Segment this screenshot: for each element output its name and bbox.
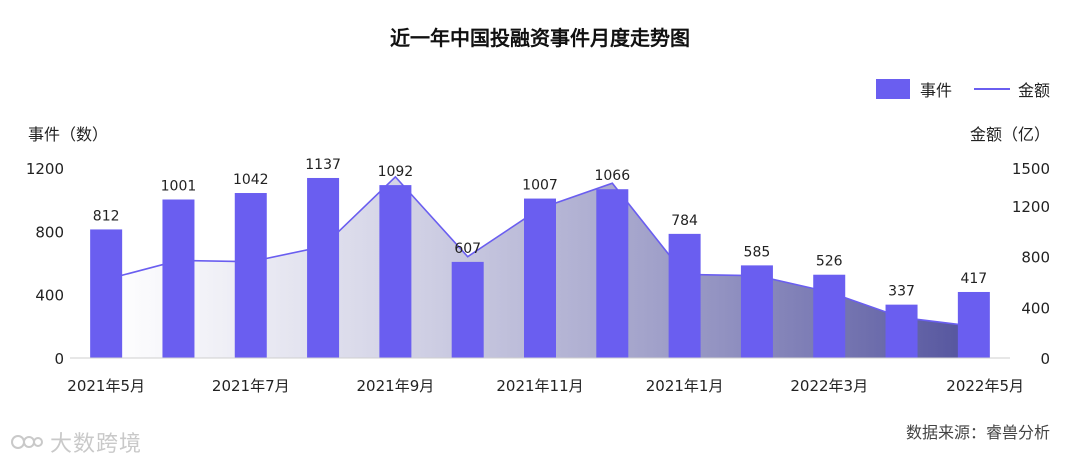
event-bar-label-2: 1001 bbox=[161, 179, 197, 195]
event-bar-label-11: 526 bbox=[816, 254, 843, 270]
event-bar-label-10: 585 bbox=[744, 244, 771, 260]
watermark: 大数跨境 bbox=[10, 426, 142, 458]
x-tick-label-11: 2022年3月 bbox=[790, 377, 868, 395]
x-tick-label-9: 2021年1月 bbox=[646, 377, 724, 395]
event-bar-12 bbox=[885, 304, 918, 358]
legend: 事件 金额 bbox=[875, 77, 1050, 101]
y-right-tick-400: 400 bbox=[1021, 299, 1050, 317]
bar-labels-layer: 812 1001 1042 1137 1092 607 1007 1066 784 585 526 3… bbox=[93, 157, 987, 300]
y-left-tick-1200: 1200 bbox=[26, 160, 64, 178]
y-axis-left-title: 事件（数） bbox=[28, 125, 109, 144]
legend-bar-label: 事件 bbox=[919, 81, 952, 100]
event-bar-label-5: 1092 bbox=[378, 164, 414, 180]
event-bar-label-13: 417 bbox=[960, 271, 987, 287]
event-bar-label-3: 1042 bbox=[233, 172, 269, 188]
event-bar-10 bbox=[740, 265, 773, 358]
event-bar-label-1: 812 bbox=[93, 208, 120, 224]
event-bar-1 bbox=[90, 229, 123, 358]
legend-line-label: 金额 bbox=[1017, 81, 1050, 100]
x-tick-label-1: 2021年5月 bbox=[67, 377, 145, 395]
event-bar-label-8: 1066 bbox=[594, 168, 630, 184]
chart-title: 近一年中国投融资事件月度走势图 bbox=[390, 26, 690, 50]
x-tick-label-3: 2021年7月 bbox=[212, 377, 290, 395]
event-bar-label-4: 1137 bbox=[305, 157, 341, 173]
event-bars-layer bbox=[90, 177, 990, 358]
y-left-tick-800: 800 bbox=[35, 223, 64, 241]
legend-bar-swatch bbox=[875, 79, 910, 99]
event-bar-4 bbox=[307, 177, 340, 358]
watermark-text: 大数跨境 bbox=[50, 432, 143, 457]
y-right-tick-0: 0 bbox=[1040, 350, 1050, 368]
event-bar-6 bbox=[451, 261, 484, 358]
event-bar-8 bbox=[596, 189, 629, 358]
event-bar-5 bbox=[379, 185, 412, 358]
source-note: 数据来源：睿兽分析 bbox=[905, 423, 1050, 442]
y-left-tick-400: 400 bbox=[35, 287, 64, 305]
event-bar-label-9: 784 bbox=[671, 213, 698, 229]
x-tick-label-13: 2022年5月 bbox=[946, 377, 1024, 395]
event-bar-3 bbox=[234, 193, 267, 358]
axes-layer: 0 400 800 1200 0 400 800 1200 1500 2021年5月 2021年7月… bbox=[26, 160, 1050, 395]
watermark-logo-icon bbox=[11, 435, 43, 449]
legend-line-swatch bbox=[973, 88, 1010, 90]
y-right-tick-1200: 1200 bbox=[1012, 198, 1050, 216]
event-bar-label-12: 337 bbox=[888, 284, 915, 300]
y-axis-right-title: 金额（亿） bbox=[969, 125, 1050, 144]
event-bar-7 bbox=[524, 198, 556, 358]
event-bar-9 bbox=[668, 233, 701, 358]
event-bar-13 bbox=[957, 291, 990, 358]
x-tick-label-5: 2021年9月 bbox=[357, 377, 435, 395]
y-right-tick-1500: 1500 bbox=[1012, 160, 1050, 178]
event-bar-2 bbox=[162, 199, 195, 358]
x-tick-label-7: 2021年11月 bbox=[496, 377, 583, 395]
y-right-tick-800: 800 bbox=[1021, 249, 1050, 267]
event-bar-11 bbox=[813, 274, 846, 358]
event-bar-label-6: 607 bbox=[454, 241, 481, 257]
event-bar-label-7: 1007 bbox=[522, 178, 558, 194]
y-left-tick-0: 0 bbox=[54, 350, 64, 368]
